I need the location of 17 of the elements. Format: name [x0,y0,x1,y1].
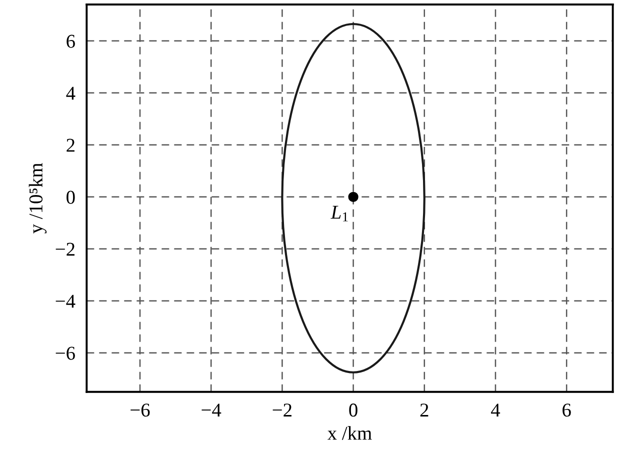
y-tick-label: 4 [66,86,76,100]
x-tick-label: 6 [562,404,571,417]
y-tick-label: 6 [66,34,75,48]
y-tick-label: 2 [66,138,74,152]
annotation: L$_{1}$ [330,206,348,222]
x-tick-label: −6 [130,404,150,417]
x-tick-label: 0 [349,404,358,417]
y-tick-label: −6 [56,346,75,360]
y-axis-title: y /10⁵km [28,162,47,234]
x-tick-label: 4 [491,404,500,416]
y-tick-label: −2 [56,242,74,256]
x-tick-label: −2 [272,404,292,416]
y-tick-label: −4 [56,294,76,308]
x-tick-label: −4 [202,404,222,416]
y-tick-label: 0 [66,190,75,204]
x-axis-title: x /km [327,426,372,440]
x-tick-label: 2 [420,404,428,416]
